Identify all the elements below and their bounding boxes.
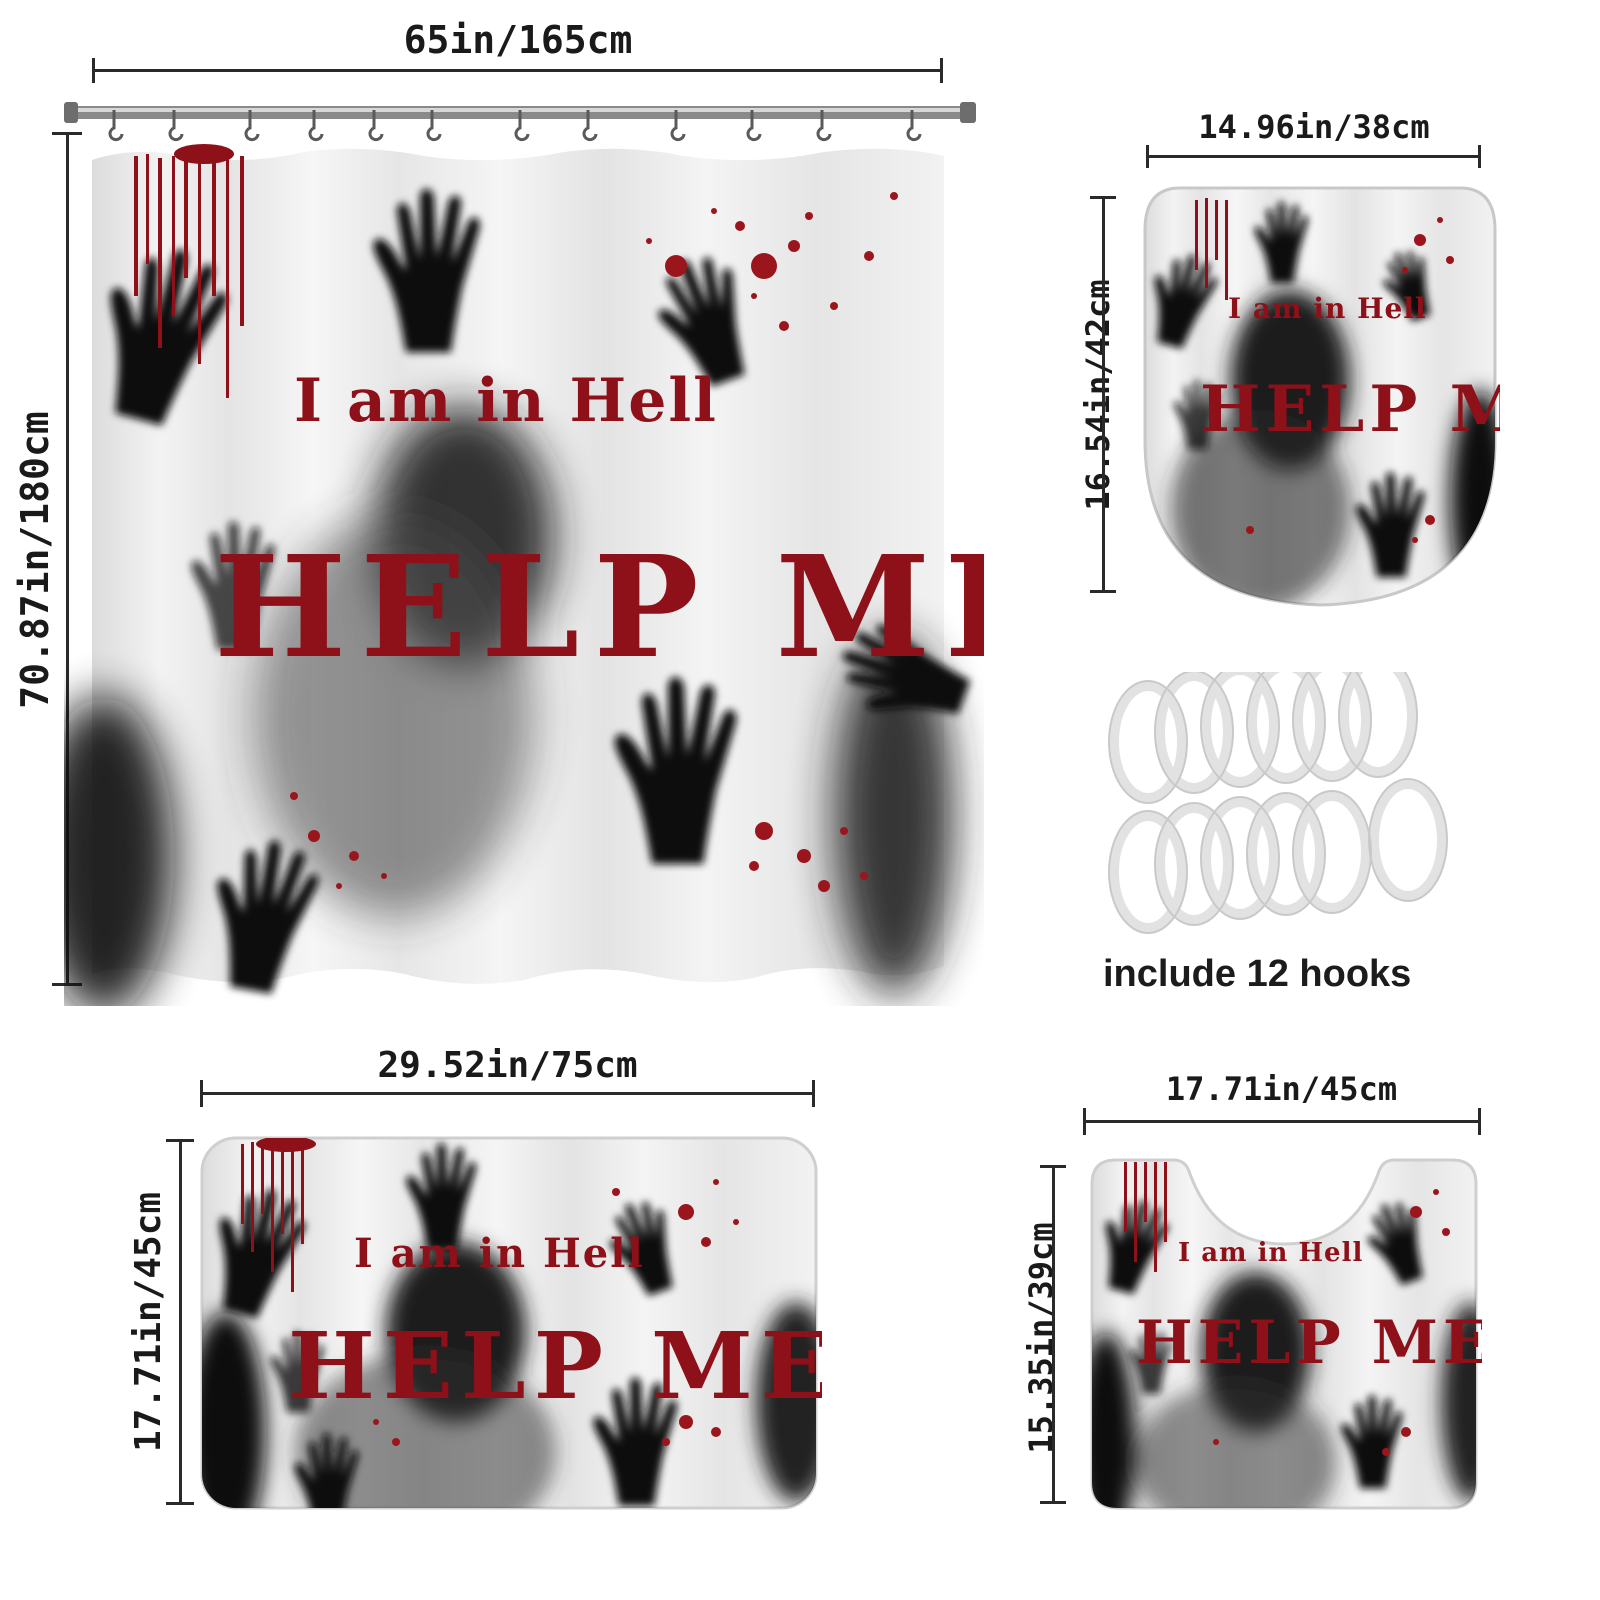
shower-curtain: I am in Hell HELP ME (64, 96, 984, 1006)
bath-mat: I am in Hell HELP ME (196, 1132, 822, 1514)
curtain-text-main: HELP ME (214, 526, 984, 690)
bath-mat-text-top: I am in Hell (354, 1230, 645, 1277)
curtain-height-line (66, 133, 69, 986)
lid-text-top: I am in Hell (1228, 292, 1427, 325)
contour-mat: I am in Hell HELP ME (1086, 1152, 1482, 1516)
hooks-caption: include 12 hooks (1103, 953, 1412, 995)
curtain-width-line (93, 69, 943, 72)
contour-mat-text-main: HELP ME (1136, 1308, 1482, 1378)
hooks-group (1108, 654, 1448, 942)
curtain-height-label: 70.87in/180cm (13, 411, 57, 709)
lid-cover: I am in Hell HELP ME (1140, 180, 1500, 610)
contour-mat-width-label: 17.71in/45cm (1165, 1070, 1398, 1108)
lid-text-main: HELP ME (1200, 372, 1500, 447)
bath-mat-width-label: 29.52in/75cm (377, 1045, 638, 1086)
contour-mat-height-label: 15.35in/39cm (1022, 1222, 1060, 1454)
lid-height-label: 16.54in/42cm (1079, 279, 1117, 511)
curtain-width-label: 65in/165cm (403, 18, 633, 62)
bath-mat-height-label: 17.71in/45cm (128, 1191, 169, 1453)
curtain-text-top: I am in Hell (294, 366, 718, 436)
contour-mat-text-top: I am in Hell (1178, 1238, 1364, 1268)
bath-mat-text-main: HELP ME (288, 1312, 822, 1420)
lid-width-label: 14.96in/38cm (1198, 108, 1430, 146)
